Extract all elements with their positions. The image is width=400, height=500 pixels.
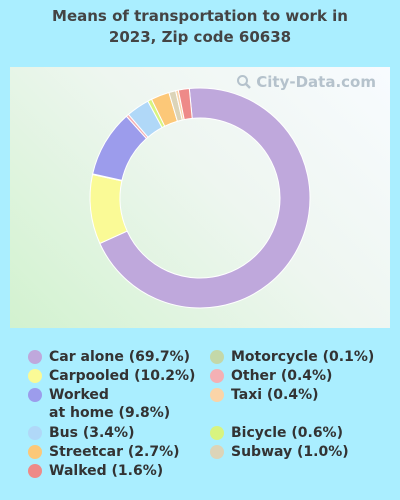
legend-label-subway: Subway (1.0%) bbox=[231, 444, 349, 460]
legend-label-carpooled: Carpooled (10.2%) bbox=[49, 368, 196, 384]
watermark-text: City-Data.com bbox=[256, 73, 376, 91]
legend-item-worked-at-home: Worked at home (9.8%) bbox=[28, 386, 170, 422]
legend-label-motorcycle: Motorcycle (0.1%) bbox=[231, 349, 375, 365]
donut-slice-walked bbox=[177, 87, 193, 121]
legend-label-bicycle: Bicycle (0.6%) bbox=[231, 425, 343, 441]
legend-item-carpooled: Carpooled (10.2%) bbox=[28, 367, 195, 385]
legend-item-subway: Subway (1.0%) bbox=[210, 443, 349, 461]
donut-slice-carpooled bbox=[89, 173, 128, 245]
watermark: City-Data.com bbox=[236, 73, 376, 91]
legend-item-streetcar: Streetcar (2.7%) bbox=[28, 443, 180, 461]
legend-label-bus: Bus (3.4%) bbox=[49, 425, 135, 441]
legend-item-taxi: Taxi (0.4%) bbox=[210, 386, 319, 404]
legend-label-streetcar: Streetcar (2.7%) bbox=[49, 444, 180, 460]
legend-label-line-2: at home (9.8%) bbox=[49, 405, 171, 421]
legend-label-line-1: Worked bbox=[49, 387, 109, 403]
legend-swatch-streetcar bbox=[28, 445, 42, 459]
legend-label-worked-at-home: Worked at home (9.8%) bbox=[49, 386, 170, 422]
chart-title-line-2: 2023, Zip code 60638 bbox=[108, 28, 292, 46]
magnifier-icon bbox=[237, 75, 252, 89]
legend-item-car-alone: Car alone (69.7%) bbox=[28, 348, 190, 366]
legend-item-bus: Bus (3.4%) bbox=[28, 424, 134, 442]
legend-swatch-subway bbox=[210, 445, 224, 459]
legend-swatch-carpooled bbox=[28, 369, 42, 383]
legend-swatch-car-alone bbox=[28, 350, 42, 364]
legend-swatch-other bbox=[210, 369, 224, 383]
chart-title: Means of transportation to work in 2023,… bbox=[0, 6, 400, 48]
legend-swatch-bus bbox=[28, 426, 42, 440]
legend-swatch-taxi bbox=[210, 388, 224, 402]
legend-label-walked: Walked (1.6%) bbox=[49, 463, 164, 479]
legend-item-other: Other (0.4%) bbox=[210, 367, 332, 385]
legend-item-motorcycle: Motorcycle (0.1%) bbox=[210, 348, 374, 366]
legend-swatch-bicycle bbox=[210, 426, 224, 440]
legend-label-taxi: Taxi (0.4%) bbox=[231, 387, 319, 403]
legend-swatch-motorcycle bbox=[210, 350, 224, 364]
donut-chart bbox=[89, 87, 311, 309]
legend-item-bicycle: Bicycle (0.6%) bbox=[210, 424, 343, 442]
legend-swatch-walked bbox=[28, 464, 42, 478]
chart-title-line-1: Means of transportation to work in bbox=[52, 7, 348, 25]
legend-label-other: Other (0.4%) bbox=[231, 368, 333, 384]
plot-area: City-Data.com bbox=[10, 67, 390, 328]
legend-swatch-worked-at-home bbox=[28, 388, 42, 402]
legend-item-walked: Walked (1.6%) bbox=[28, 462, 163, 480]
donut-slice-car-alone bbox=[99, 87, 311, 309]
legend-label-car-alone: Car alone (69.7%) bbox=[49, 349, 191, 365]
